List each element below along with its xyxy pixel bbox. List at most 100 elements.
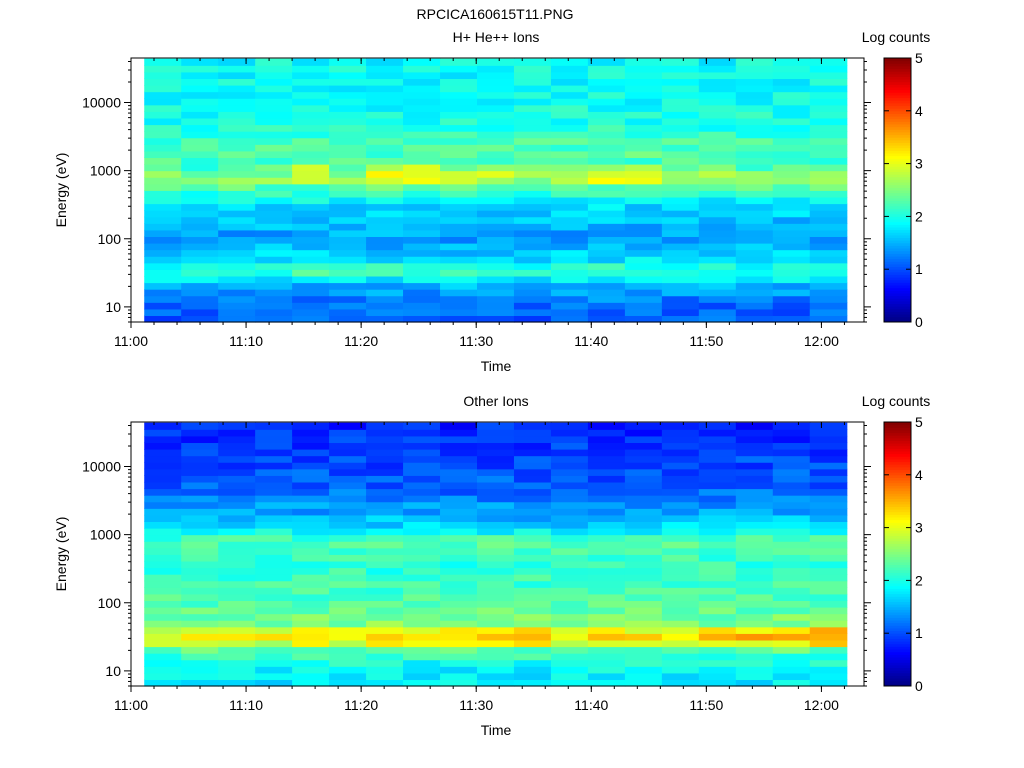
heatmap-cell — [809, 243, 848, 251]
x-tick-label: 11:40 — [574, 333, 608, 349]
colorbar-swatch — [884, 514, 911, 518]
heatmap-cell — [661, 275, 700, 284]
heatmap-cell — [587, 124, 626, 132]
heatmap-cell — [403, 547, 441, 555]
heatmap-cell — [218, 183, 256, 191]
heatmap-cell — [292, 223, 330, 231]
heatmap-cell — [809, 659, 848, 667]
heatmap-cell — [735, 554, 774, 562]
heatmap-cell — [477, 282, 515, 290]
heatmap-cell — [735, 282, 774, 290]
colorbar-swatch — [884, 168, 911, 173]
heatmap-cell — [329, 117, 367, 126]
heatmap-cell — [255, 435, 293, 444]
heatmap-cell — [587, 315, 626, 323]
colorbar-swatch — [884, 540, 911, 544]
heatmap-cell — [661, 111, 700, 119]
heatmap-cell — [550, 435, 589, 444]
heatmap-cell — [329, 435, 367, 444]
heatmap-cell — [698, 666, 737, 674]
heatmap-cell — [366, 659, 404, 667]
heatmap-cell — [292, 315, 330, 323]
heatmap-cell — [403, 554, 441, 562]
heatmap-cell — [292, 216, 330, 224]
colorbar-swatch — [884, 221, 911, 225]
heatmap-cell — [218, 104, 256, 112]
heatmap-cell — [181, 124, 219, 132]
heatmap-cell — [366, 679, 404, 687]
heatmap-cell — [255, 282, 293, 290]
heatmap-cell — [624, 117, 663, 126]
heatmap-cell — [698, 243, 737, 251]
colorbar-swatch — [884, 184, 911, 188]
heatmap-cell — [550, 91, 589, 99]
colorbar-swatch — [884, 71, 911, 75]
colorbar-swatch — [884, 203, 911, 207]
heatmap-cell — [477, 210, 515, 218]
colorbar-swatch — [884, 176, 911, 180]
heatmap-cell — [181, 262, 219, 270]
heatmap-cell — [218, 435, 256, 444]
heatmap-cell — [513, 91, 552, 99]
colorbar-swatch — [884, 187, 911, 191]
heatmap-cell — [440, 157, 478, 165]
x-tick-label: 12:00 — [804, 333, 839, 349]
heatmap-cell — [772, 104, 811, 112]
y-tick-label: 10 — [105, 663, 121, 679]
heatmap-cell — [809, 124, 848, 132]
heatmap-cell — [624, 58, 663, 66]
heatmap-cell — [440, 435, 478, 444]
heatmap-cell — [772, 587, 811, 595]
colorbar-swatch — [884, 179, 911, 183]
heatmap-cell — [587, 111, 626, 119]
heatmap-cell — [624, 501, 663, 509]
heatmap-cell — [366, 620, 404, 628]
heatmap-cell — [292, 600, 330, 608]
heatmap-cell — [218, 71, 256, 80]
heatmap-cell — [513, 85, 552, 93]
heatmap-cell — [772, 144, 811, 152]
heatmap-cell — [403, 249, 441, 257]
heatmap-cell — [661, 495, 700, 503]
heatmap-cell — [440, 639, 478, 648]
heatmap-cell — [661, 639, 700, 648]
heatmap-cell — [477, 449, 515, 457]
heatmap-cell — [513, 177, 552, 185]
heatmap-cell — [513, 587, 552, 595]
heatmap-cell — [809, 442, 848, 450]
heatmap-cell — [366, 435, 404, 444]
heatmap-cell — [513, 150, 552, 159]
heatmap-cell — [292, 613, 330, 621]
heatmap-cell — [735, 422, 774, 430]
heatmap-cell — [550, 534, 589, 542]
heatmap-cell — [513, 71, 552, 80]
heatmap-cell — [809, 282, 848, 290]
heatmap-cell — [255, 243, 293, 251]
heatmap-cell — [735, 666, 774, 674]
heatmap-cell — [587, 117, 626, 126]
colorbar-swatch — [884, 606, 911, 610]
heatmap-cell — [809, 600, 848, 608]
colorbar-swatch — [884, 174, 911, 178]
heatmap-cell — [587, 501, 626, 509]
heatmap-cell — [735, 442, 774, 450]
heatmap-cell — [809, 521, 848, 529]
heatmap-cell — [366, 462, 404, 470]
heatmap-cell — [440, 223, 478, 231]
heatmap-cell — [292, 541, 330, 549]
heatmap-cell — [661, 620, 700, 628]
colorbar-swatch — [884, 445, 911, 449]
heatmap-cell — [403, 462, 441, 470]
heatmap-cell — [624, 429, 663, 437]
heatmap-cell — [329, 177, 367, 185]
heatmap-cell — [513, 468, 552, 476]
heatmap-cell — [698, 435, 737, 444]
heatmap-cell — [366, 131, 404, 139]
heatmap-cell — [181, 574, 219, 582]
colorbar-swatch — [884, 461, 911, 465]
heatmap-cell — [181, 534, 219, 542]
x-tick-label: 12:00 — [804, 697, 839, 713]
heatmap-cell — [624, 164, 663, 172]
heatmap-cell — [144, 587, 182, 595]
